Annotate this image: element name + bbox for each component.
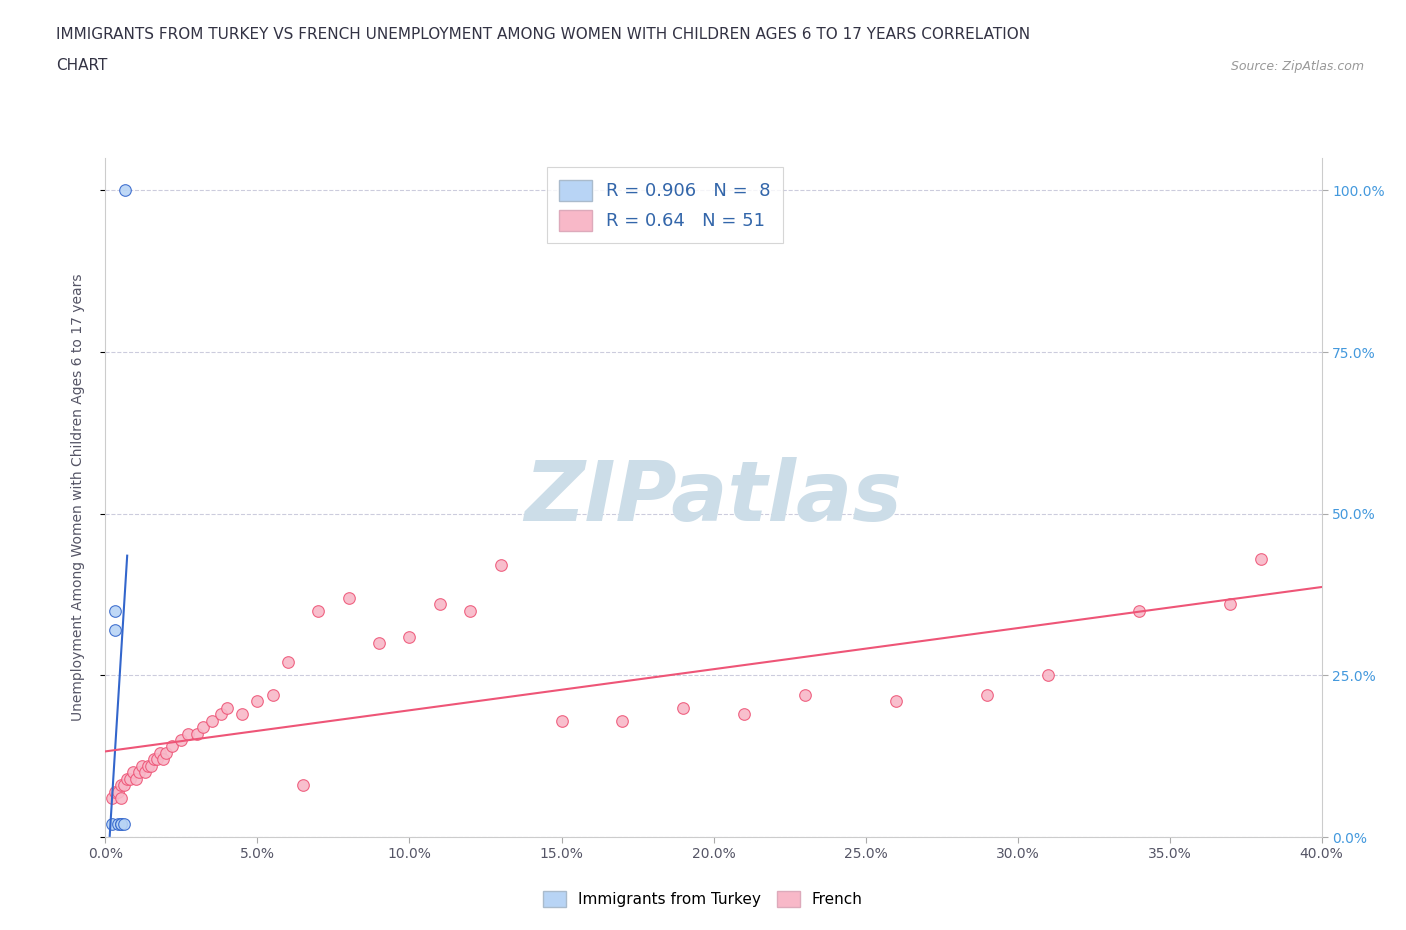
Point xyxy=(612,713,634,728)
Point xyxy=(176,726,198,741)
Point xyxy=(458,604,481,618)
Point xyxy=(110,790,132,805)
Point xyxy=(292,777,315,792)
Point xyxy=(110,817,132,831)
Point xyxy=(110,817,132,831)
Point xyxy=(672,700,695,715)
Point xyxy=(793,687,815,702)
Text: CHART: CHART xyxy=(56,58,108,73)
Point xyxy=(191,720,214,735)
Point xyxy=(231,707,253,722)
Point xyxy=(1036,668,1059,683)
Legend: R = 0.906   N =  8, R = 0.64   N = 51: R = 0.906 N = 8, R = 0.64 N = 51 xyxy=(547,167,783,243)
Point xyxy=(1219,597,1241,612)
Point xyxy=(429,597,451,612)
Point xyxy=(337,591,360,605)
Point xyxy=(128,764,150,779)
Point xyxy=(398,629,420,644)
Point xyxy=(115,771,138,786)
Point xyxy=(209,707,232,722)
Point xyxy=(186,726,208,741)
Point xyxy=(1250,551,1272,566)
Point xyxy=(1128,604,1150,618)
Point xyxy=(884,694,907,709)
Point xyxy=(131,759,153,774)
Text: IMMIGRANTS FROM TURKEY VS FRENCH UNEMPLOYMENT AMONG WOMEN WITH CHILDREN AGES 6 T: IMMIGRANTS FROM TURKEY VS FRENCH UNEMPLO… xyxy=(56,27,1031,42)
Point xyxy=(368,635,391,650)
Point xyxy=(262,687,284,702)
Point xyxy=(136,759,159,774)
Point xyxy=(489,558,512,573)
Point xyxy=(277,655,299,670)
Legend: Immigrants from Turkey, French: Immigrants from Turkey, French xyxy=(537,884,869,913)
Text: Source: ZipAtlas.com: Source: ZipAtlas.com xyxy=(1230,60,1364,73)
Point xyxy=(152,752,174,767)
Point xyxy=(550,713,572,728)
Point xyxy=(217,700,239,715)
Point xyxy=(112,817,135,831)
Text: ZIPatlas: ZIPatlas xyxy=(524,457,903,538)
Y-axis label: Unemployment Among Women with Children Ages 6 to 17 years: Unemployment Among Women with Children A… xyxy=(70,273,84,722)
Point xyxy=(107,817,129,831)
Point xyxy=(100,817,122,831)
Point xyxy=(118,771,141,786)
Point xyxy=(110,777,132,792)
Point xyxy=(149,746,172,761)
Point xyxy=(246,694,269,709)
Point xyxy=(103,604,125,618)
Point xyxy=(146,752,169,767)
Point xyxy=(162,739,184,754)
Point xyxy=(976,687,998,702)
Point xyxy=(170,733,193,748)
Point xyxy=(121,764,143,779)
Point xyxy=(139,759,162,774)
Point xyxy=(107,784,129,799)
Point xyxy=(103,784,125,799)
Point xyxy=(114,183,136,198)
Point xyxy=(155,746,177,761)
Point xyxy=(100,790,122,805)
Point xyxy=(125,771,148,786)
Point xyxy=(103,623,125,638)
Point xyxy=(307,604,329,618)
Point xyxy=(134,764,156,779)
Point xyxy=(143,752,166,767)
Point xyxy=(733,707,755,722)
Point xyxy=(201,713,224,728)
Point xyxy=(112,777,135,792)
